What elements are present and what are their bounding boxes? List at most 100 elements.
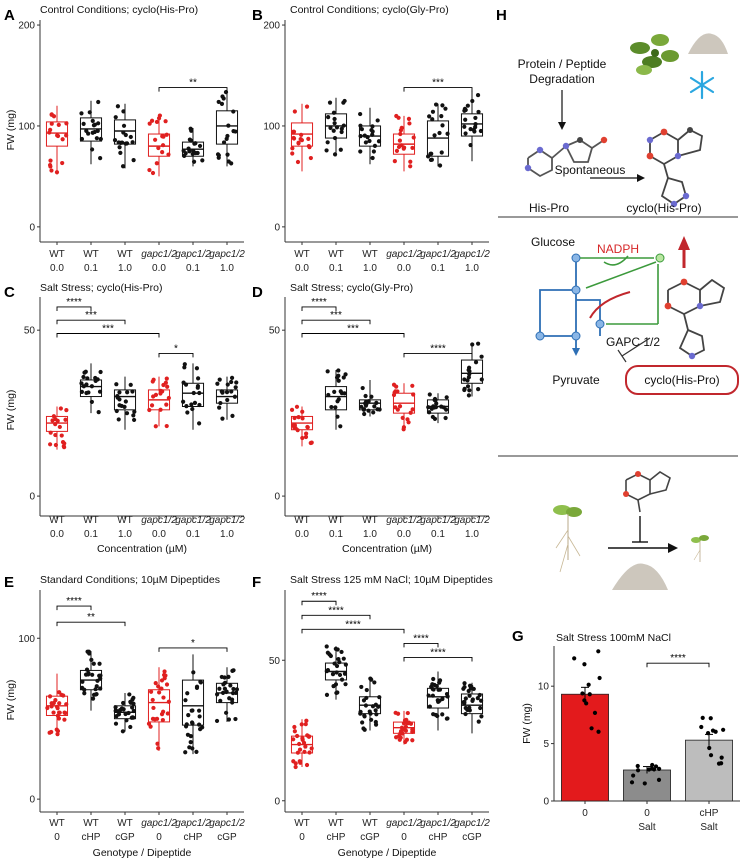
data-point <box>462 387 467 393</box>
cyclo-atom <box>674 152 682 160</box>
data-point <box>96 410 101 415</box>
data-point <box>220 690 226 695</box>
data-point <box>191 390 196 396</box>
data-point <box>467 693 472 698</box>
data-point <box>130 389 135 394</box>
data-point <box>161 709 166 714</box>
data-point <box>183 151 188 156</box>
data-point <box>132 409 137 414</box>
data-point <box>53 416 58 422</box>
data-point <box>332 135 338 141</box>
panel-label: E <box>4 574 14 591</box>
cyclo-atom <box>646 136 654 144</box>
data-point <box>440 712 445 717</box>
data-point <box>292 724 297 730</box>
x-tick-treatment: 0.1 <box>84 529 98 540</box>
spontaneous-arrowhead <box>637 174 645 182</box>
data-point <box>86 131 91 136</box>
data-point <box>330 672 336 677</box>
y-tick-label: 0 <box>29 492 35 503</box>
data-point <box>154 119 160 125</box>
cyclo-atom <box>670 200 678 208</box>
x-tick-genotype: gapc1/2 <box>141 249 177 260</box>
data-point <box>444 716 449 721</box>
data-point <box>364 687 369 693</box>
data-point <box>342 671 348 676</box>
data-point <box>339 677 345 682</box>
data-point <box>131 413 136 418</box>
data-point <box>98 686 103 691</box>
data-point <box>366 408 371 413</box>
x-tick-genotype: gapc1/2 <box>141 515 177 526</box>
data-point <box>233 385 238 390</box>
data-point <box>224 689 229 695</box>
data-point <box>128 382 133 387</box>
data-point <box>94 684 99 689</box>
data-point <box>116 712 122 717</box>
x-tick-genotype: WT <box>117 818 133 829</box>
data-point <box>87 110 92 115</box>
data-point <box>427 704 432 709</box>
data-point <box>304 104 310 109</box>
data-point <box>391 392 397 398</box>
data-point <box>197 143 203 149</box>
data-point <box>231 109 236 114</box>
chart-panel-c: C Salt Stress; cyclo(His-Pro) 0 50 FW (mg) Co… <box>4 282 245 555</box>
data-point <box>81 374 86 380</box>
data-point <box>293 764 298 770</box>
data-point <box>234 687 240 692</box>
data-point <box>94 691 99 697</box>
data-point <box>97 661 102 666</box>
x-tick-treatment: 1.0 <box>220 529 234 540</box>
data-point <box>466 688 471 694</box>
data-point <box>302 749 307 754</box>
significance-bracket <box>56 621 126 627</box>
significance-bracket <box>646 662 710 668</box>
data-point <box>328 125 333 131</box>
data-point <box>377 695 382 700</box>
x-tick-genotype: WT <box>49 818 65 829</box>
data-point <box>331 110 337 115</box>
data-point <box>337 672 343 678</box>
data-point <box>84 667 90 672</box>
x-tick-genotype: gapc1/2 <box>386 515 422 526</box>
data-point <box>463 117 468 122</box>
data-point <box>426 693 431 698</box>
salt-pile-icon <box>688 33 728 54</box>
data-point <box>121 707 126 712</box>
glycolysis-pathway <box>539 258 601 350</box>
data-point <box>156 746 161 751</box>
x-tick-genotype: WT <box>362 249 378 260</box>
data-point <box>181 399 186 404</box>
data-point <box>326 114 331 120</box>
data-point <box>376 139 382 144</box>
data-point <box>299 138 305 143</box>
data-point <box>113 705 118 710</box>
data-point <box>401 425 407 430</box>
data-point <box>165 711 170 716</box>
data-point <box>572 656 577 661</box>
panel-label-h: H <box>496 7 507 24</box>
data-point <box>587 692 592 697</box>
data-point <box>151 705 156 711</box>
data-point <box>95 678 100 683</box>
data-point <box>165 384 170 389</box>
data-point <box>363 393 368 399</box>
data-point <box>476 719 481 724</box>
y-axis-label: FW (mg) <box>5 390 17 431</box>
x-tick-treatment: cGP <box>462 832 482 843</box>
data-point <box>297 747 303 752</box>
degradation-arrowhead <box>558 122 566 130</box>
data-point <box>225 397 230 403</box>
box <box>45 415 69 432</box>
data-point <box>431 712 436 717</box>
data-point <box>360 385 365 391</box>
data-point <box>363 403 369 408</box>
data-point <box>153 137 158 142</box>
data-point <box>124 718 129 723</box>
x-tick-genotype: gapc1/2 <box>175 515 211 526</box>
x-tick-treatment: 0.0 <box>50 529 64 540</box>
data-point <box>147 121 152 126</box>
data-point <box>64 121 69 126</box>
